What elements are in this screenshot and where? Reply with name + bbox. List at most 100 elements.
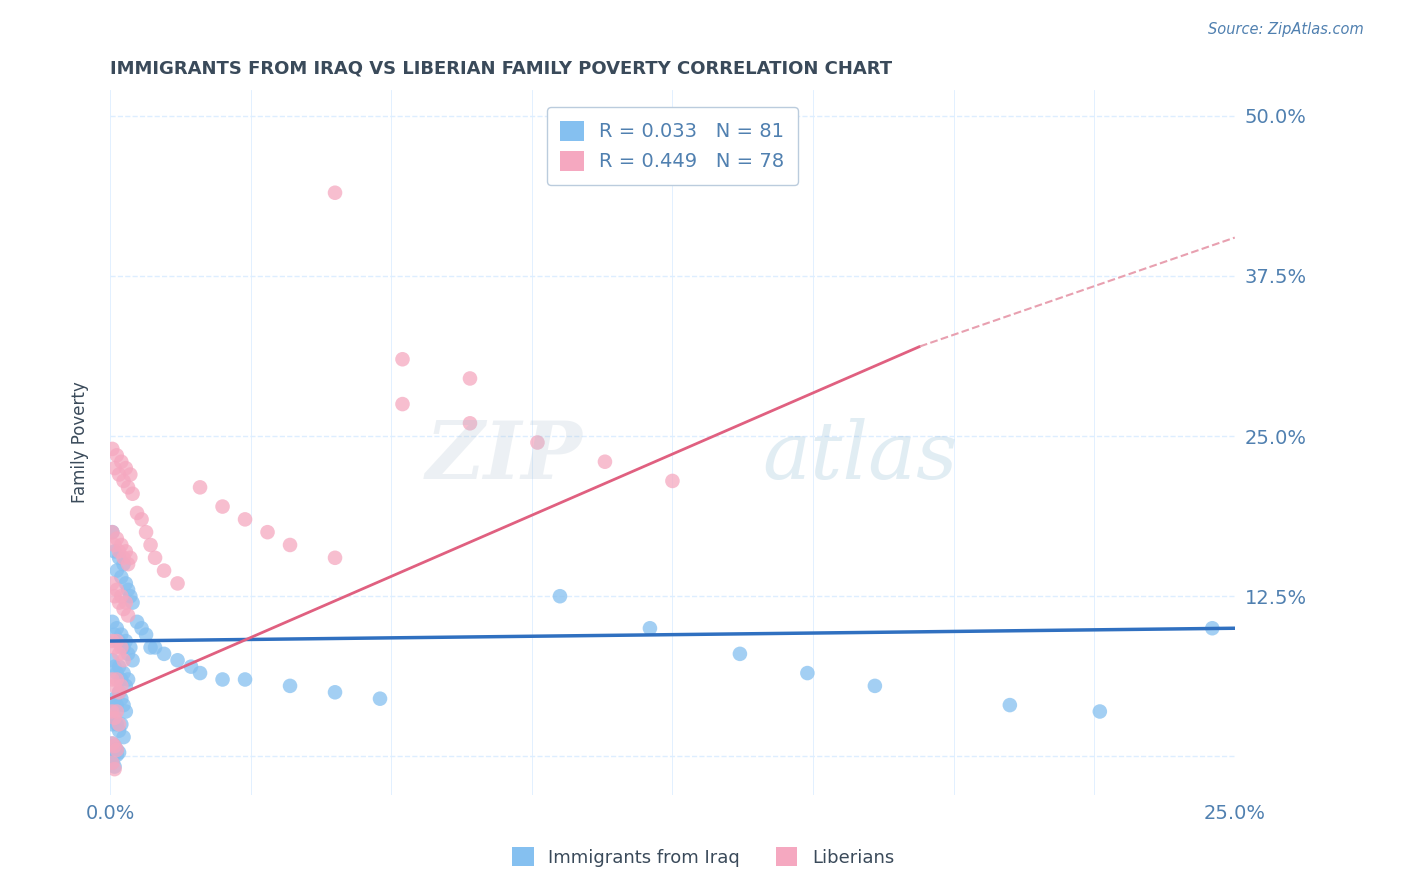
Point: [323, 550, 346, 565]
Point: [121, 487, 143, 501]
Point: [125, 506, 148, 520]
Point: [103, 544, 125, 558]
Point: [211, 673, 233, 687]
Point: [143, 550, 166, 565]
Point: [180, 659, 202, 673]
Point: [323, 685, 346, 699]
Point: [110, 627, 132, 641]
Point: [108, 685, 131, 699]
Point: [101, 673, 124, 687]
Text: ZIP: ZIP: [426, 417, 582, 495]
Point: [101, 653, 124, 667]
Point: [103, 589, 125, 603]
Text: atlas: atlas: [762, 417, 957, 495]
Point: [114, 705, 136, 719]
Point: [112, 558, 135, 572]
Point: [120, 589, 142, 603]
Point: [105, 698, 128, 712]
Point: [166, 653, 188, 667]
Point: [112, 730, 135, 744]
Point: [108, 723, 131, 738]
Point: [112, 474, 135, 488]
Point: [103, 739, 125, 753]
Point: [105, 673, 128, 687]
Point: [105, 666, 128, 681]
Point: [1201, 621, 1223, 635]
Point: [114, 576, 136, 591]
Point: [548, 589, 571, 603]
Point: [105, 743, 128, 757]
Point: [108, 596, 131, 610]
Point: [278, 538, 301, 552]
Point: [101, 576, 124, 591]
Point: [103, 691, 125, 706]
Point: [110, 538, 132, 552]
Point: [108, 746, 131, 760]
Point: [125, 615, 148, 629]
Point: [166, 576, 188, 591]
Point: [103, 538, 125, 552]
Point: [114, 679, 136, 693]
Point: [110, 673, 132, 687]
Point: [101, 749, 124, 764]
Point: [114, 634, 136, 648]
Point: [108, 467, 131, 482]
Point: [323, 186, 346, 200]
Point: [112, 640, 135, 655]
Point: [101, 737, 124, 751]
Point: [998, 698, 1021, 712]
Point: [110, 691, 132, 706]
Point: [112, 698, 135, 712]
Text: IMMIGRANTS FROM IRAQ VS LIBERIAN FAMILY POVERTY CORRELATION CHART: IMMIGRANTS FROM IRAQ VS LIBERIAN FAMILY …: [110, 60, 893, 78]
Point: [101, 705, 124, 719]
Point: [117, 480, 139, 494]
Legend: Immigrants from Iraq, Liberians: Immigrants from Iraq, Liberians: [505, 840, 901, 874]
Point: [101, 698, 124, 712]
Y-axis label: Family Poverty: Family Poverty: [72, 382, 89, 503]
Point: [110, 679, 132, 693]
Point: [121, 653, 143, 667]
Point: [638, 621, 661, 635]
Point: [112, 602, 135, 616]
Point: [101, 756, 124, 770]
Point: [105, 532, 128, 546]
Point: [458, 417, 481, 431]
Point: [103, 711, 125, 725]
Point: [139, 538, 162, 552]
Point: [211, 500, 233, 514]
Point: [108, 544, 131, 558]
Point: [105, 448, 128, 462]
Point: [278, 679, 301, 693]
Point: [105, 634, 128, 648]
Point: [233, 673, 256, 687]
Point: [114, 544, 136, 558]
Point: [112, 550, 135, 565]
Point: [101, 737, 124, 751]
Point: [796, 666, 818, 681]
Point: [110, 570, 132, 584]
Point: [112, 653, 135, 667]
Point: [661, 474, 683, 488]
Point: [110, 589, 132, 603]
Point: [120, 640, 142, 655]
Point: [103, 762, 125, 776]
Point: [103, 461, 125, 475]
Point: [101, 615, 124, 629]
Point: [103, 747, 125, 761]
Point: [108, 717, 131, 731]
Point: [131, 621, 153, 635]
Text: Source: ZipAtlas.com: Source: ZipAtlas.com: [1208, 22, 1364, 37]
Point: [391, 352, 413, 367]
Point: [108, 659, 131, 673]
Point: [105, 582, 128, 597]
Point: [135, 627, 157, 641]
Point: [256, 525, 278, 540]
Point: [593, 455, 616, 469]
Point: [188, 666, 211, 681]
Point: [112, 666, 135, 681]
Point: [105, 621, 128, 635]
Point: [117, 582, 139, 597]
Point: [143, 640, 166, 655]
Point: [114, 461, 136, 475]
Point: [103, 711, 125, 725]
